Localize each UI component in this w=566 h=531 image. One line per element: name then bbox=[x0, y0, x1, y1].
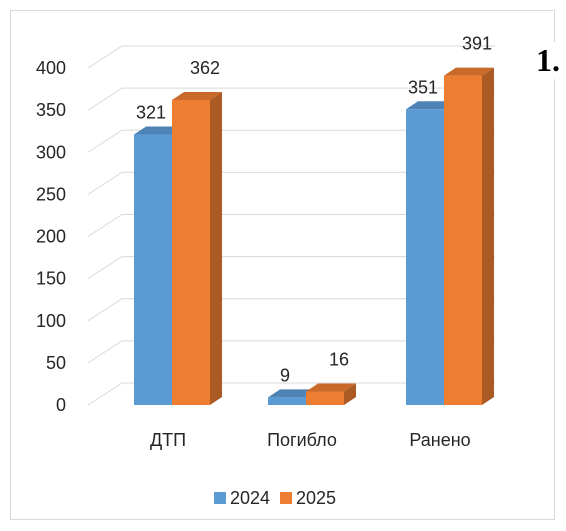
legend-label: 2024 bbox=[230, 488, 270, 508]
bar-Ранено-2025 bbox=[444, 67, 494, 406]
side-number: 1. bbox=[534, 42, 562, 79]
legend-swatch bbox=[280, 492, 292, 504]
y-tick-label: 50 bbox=[46, 353, 66, 373]
legend-swatch bbox=[214, 492, 226, 504]
bar-top-face bbox=[268, 389, 318, 398]
bars-layer bbox=[134, 67, 494, 406]
bar-side-face bbox=[210, 92, 222, 405]
bar-front-face bbox=[406, 109, 444, 405]
y-tick-label: 200 bbox=[36, 227, 66, 247]
gridline bbox=[87, 340, 495, 364]
gridline bbox=[87, 214, 495, 237]
gridline bbox=[87, 298, 495, 322]
x-axis: ДТП Погибло Ранено bbox=[150, 430, 471, 450]
bar-ДТП-2025 bbox=[172, 92, 222, 405]
bar-top-face bbox=[134, 126, 184, 135]
data-label: 362 bbox=[190, 58, 220, 78]
bar-front-face bbox=[134, 134, 172, 405]
y-tick-label: 250 bbox=[36, 184, 66, 204]
data-label: 16 bbox=[329, 350, 349, 370]
bar-front-face bbox=[172, 100, 210, 405]
legend: 2024 2025 bbox=[214, 488, 336, 508]
bar-side-face bbox=[344, 383, 356, 405]
bar-Погибло-2025 bbox=[306, 383, 356, 405]
y-tick-label: 0 bbox=[56, 395, 66, 415]
data-label: 321 bbox=[136, 103, 166, 123]
legend-item: 2025 bbox=[280, 488, 336, 508]
category-label: Ранено bbox=[409, 430, 470, 450]
y-tick-label: 350 bbox=[36, 100, 66, 120]
category-label: Погибло bbox=[267, 430, 337, 450]
y-tick-label: 300 bbox=[36, 142, 66, 162]
data-label: 391 bbox=[462, 34, 492, 54]
legend-item: 2024 bbox=[214, 488, 270, 508]
data-label: 9 bbox=[280, 365, 290, 385]
y-axis: 0 50 100 150 200 250 300 350 400 bbox=[36, 58, 66, 415]
y-tick-label: 100 bbox=[36, 311, 66, 331]
y-tick-label: 400 bbox=[36, 58, 66, 78]
data-labels: 321 362 9 16 351 391 bbox=[136, 34, 492, 386]
gridline bbox=[87, 87, 495, 111]
bar-top-face bbox=[306, 383, 356, 392]
gridline bbox=[87, 256, 495, 280]
grid-layer bbox=[87, 45, 495, 406]
bar-top-face bbox=[444, 67, 494, 76]
bar-front-face bbox=[306, 391, 344, 405]
gridline bbox=[87, 45, 495, 69]
gridline bbox=[87, 171, 495, 195]
bar-side-face bbox=[482, 67, 494, 406]
gridline bbox=[87, 382, 495, 406]
bar-front-face bbox=[268, 397, 306, 405]
y-tick-label: 150 bbox=[36, 269, 66, 289]
bar-top-face bbox=[172, 92, 222, 101]
bar-top-face bbox=[406, 101, 456, 110]
data-label: 351 bbox=[408, 77, 438, 97]
bar-front-face bbox=[444, 75, 482, 406]
legend-label: 2025 bbox=[296, 488, 336, 508]
gridline bbox=[87, 129, 495, 153]
category-label: ДТП bbox=[150, 430, 186, 450]
